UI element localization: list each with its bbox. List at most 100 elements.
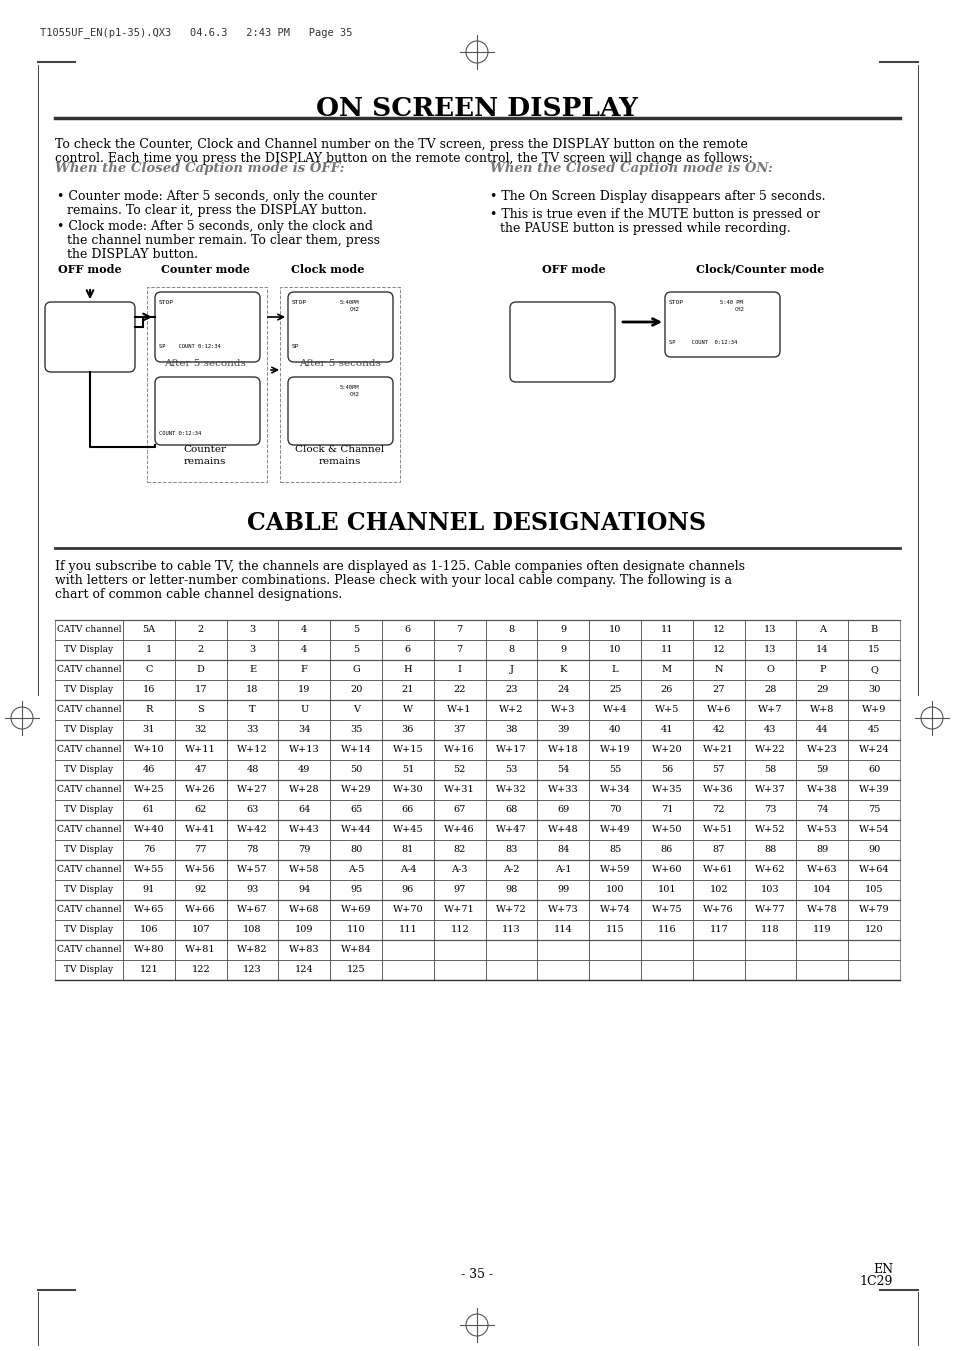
Text: CATV channel: CATV channel — [56, 946, 121, 955]
Text: W+79: W+79 — [858, 905, 888, 915]
Text: W+81: W+81 — [185, 946, 215, 955]
Text: 57: 57 — [712, 766, 724, 774]
Text: G: G — [352, 666, 359, 674]
Text: 1C29: 1C29 — [859, 1275, 892, 1288]
Text: M: M — [661, 666, 671, 674]
Text: 6: 6 — [404, 626, 411, 635]
Text: CATV channel: CATV channel — [56, 866, 121, 874]
Text: W+13: W+13 — [289, 746, 319, 754]
Text: W+41: W+41 — [185, 825, 215, 835]
Text: 67: 67 — [453, 805, 465, 815]
Text: 111: 111 — [398, 925, 416, 935]
Text: W+43: W+43 — [289, 825, 319, 835]
Text: W+50: W+50 — [651, 825, 681, 835]
Text: W+63: W+63 — [806, 866, 837, 874]
Text: 10: 10 — [608, 626, 620, 635]
Text: To check the Counter, Clock and Channel number on the TV screen, press the DISPL: To check the Counter, Clock and Channel … — [55, 138, 747, 151]
Text: 64: 64 — [297, 805, 310, 815]
Text: 96: 96 — [401, 885, 414, 894]
Text: 85: 85 — [608, 846, 620, 854]
Text: 53: 53 — [505, 766, 517, 774]
Text: 5: 5 — [353, 626, 358, 635]
Text: Counter mode: Counter mode — [160, 263, 249, 276]
Text: 105: 105 — [864, 885, 882, 894]
Text: 12: 12 — [712, 646, 724, 654]
Text: W+26: W+26 — [185, 785, 215, 794]
Text: 9: 9 — [559, 646, 566, 654]
Text: STOP: STOP — [292, 300, 307, 305]
Text: 76: 76 — [143, 846, 155, 854]
Text: 26: 26 — [660, 685, 673, 694]
Text: 7: 7 — [456, 626, 462, 635]
Text: CH2: CH2 — [734, 307, 744, 312]
Text: W+11: W+11 — [185, 746, 215, 754]
Text: 83: 83 — [505, 846, 517, 854]
Text: 33: 33 — [246, 725, 258, 735]
Text: 101: 101 — [657, 885, 676, 894]
Text: 109: 109 — [294, 925, 314, 935]
Text: TV Display: TV Display — [65, 885, 113, 894]
Text: 102: 102 — [709, 885, 727, 894]
FancyBboxPatch shape — [154, 292, 260, 362]
Text: W+42: W+42 — [237, 825, 268, 835]
Text: W+29: W+29 — [340, 785, 371, 794]
Text: W+4: W+4 — [602, 705, 627, 715]
Text: W+59: W+59 — [599, 866, 630, 874]
Text: 17: 17 — [194, 685, 207, 694]
Text: 98: 98 — [505, 885, 517, 894]
Text: 4: 4 — [301, 646, 307, 654]
Text: 116: 116 — [657, 925, 676, 935]
Text: 28: 28 — [763, 685, 776, 694]
Text: W+71: W+71 — [444, 905, 475, 915]
Text: 122: 122 — [192, 966, 210, 974]
Text: W+6: W+6 — [706, 705, 730, 715]
Text: 29: 29 — [815, 685, 827, 694]
Text: TV Display: TV Display — [65, 805, 113, 815]
Text: Q: Q — [869, 666, 877, 674]
Text: W+47: W+47 — [496, 825, 526, 835]
Text: W+73: W+73 — [547, 905, 578, 915]
Text: 104: 104 — [812, 885, 831, 894]
Text: EN: EN — [872, 1263, 892, 1275]
Text: 51: 51 — [401, 766, 414, 774]
Text: W+30: W+30 — [393, 785, 423, 794]
Text: C: C — [145, 666, 152, 674]
Text: 2: 2 — [197, 626, 204, 635]
Text: 121: 121 — [139, 966, 158, 974]
Text: W+69: W+69 — [340, 905, 371, 915]
Text: L: L — [611, 666, 618, 674]
Text: A-3: A-3 — [451, 866, 468, 874]
Text: W+60: W+60 — [651, 866, 681, 874]
Text: W+37: W+37 — [755, 785, 785, 794]
Text: W+83: W+83 — [289, 946, 319, 955]
Text: 30: 30 — [867, 685, 880, 694]
Text: W: W — [402, 705, 413, 715]
Text: 106: 106 — [139, 925, 158, 935]
Text: W+45: W+45 — [393, 825, 423, 835]
Text: remains: remains — [184, 457, 226, 466]
Text: R: R — [145, 705, 152, 715]
Text: CATV channel: CATV channel — [56, 905, 121, 915]
Text: F: F — [300, 666, 308, 674]
Text: • The On Screen Display disappears after 5 seconds.: • The On Screen Display disappears after… — [490, 190, 824, 203]
Text: W+35: W+35 — [651, 785, 681, 794]
Text: W+27: W+27 — [237, 785, 268, 794]
Text: W+49: W+49 — [599, 825, 630, 835]
Text: 5A: 5A — [142, 626, 155, 635]
Text: 69: 69 — [557, 805, 569, 815]
Text: Counter: Counter — [183, 444, 226, 454]
Text: If you subscribe to cable TV, the channels are displayed as 1-125. Cable compani: If you subscribe to cable TV, the channe… — [55, 561, 744, 573]
Text: TV Display: TV Display — [65, 966, 113, 974]
Text: 37: 37 — [453, 725, 465, 735]
Text: E: E — [249, 666, 255, 674]
Text: W+55: W+55 — [133, 866, 164, 874]
Text: I: I — [457, 666, 461, 674]
Text: • Clock mode: After 5 seconds, only the clock and: • Clock mode: After 5 seconds, only the … — [57, 220, 373, 232]
Text: 5: 5 — [353, 646, 358, 654]
Text: 65: 65 — [350, 805, 362, 815]
Text: W+57: W+57 — [237, 866, 268, 874]
Text: B: B — [869, 626, 877, 635]
Text: 59: 59 — [816, 766, 827, 774]
Text: W+19: W+19 — [599, 746, 630, 754]
Text: K: K — [559, 666, 566, 674]
